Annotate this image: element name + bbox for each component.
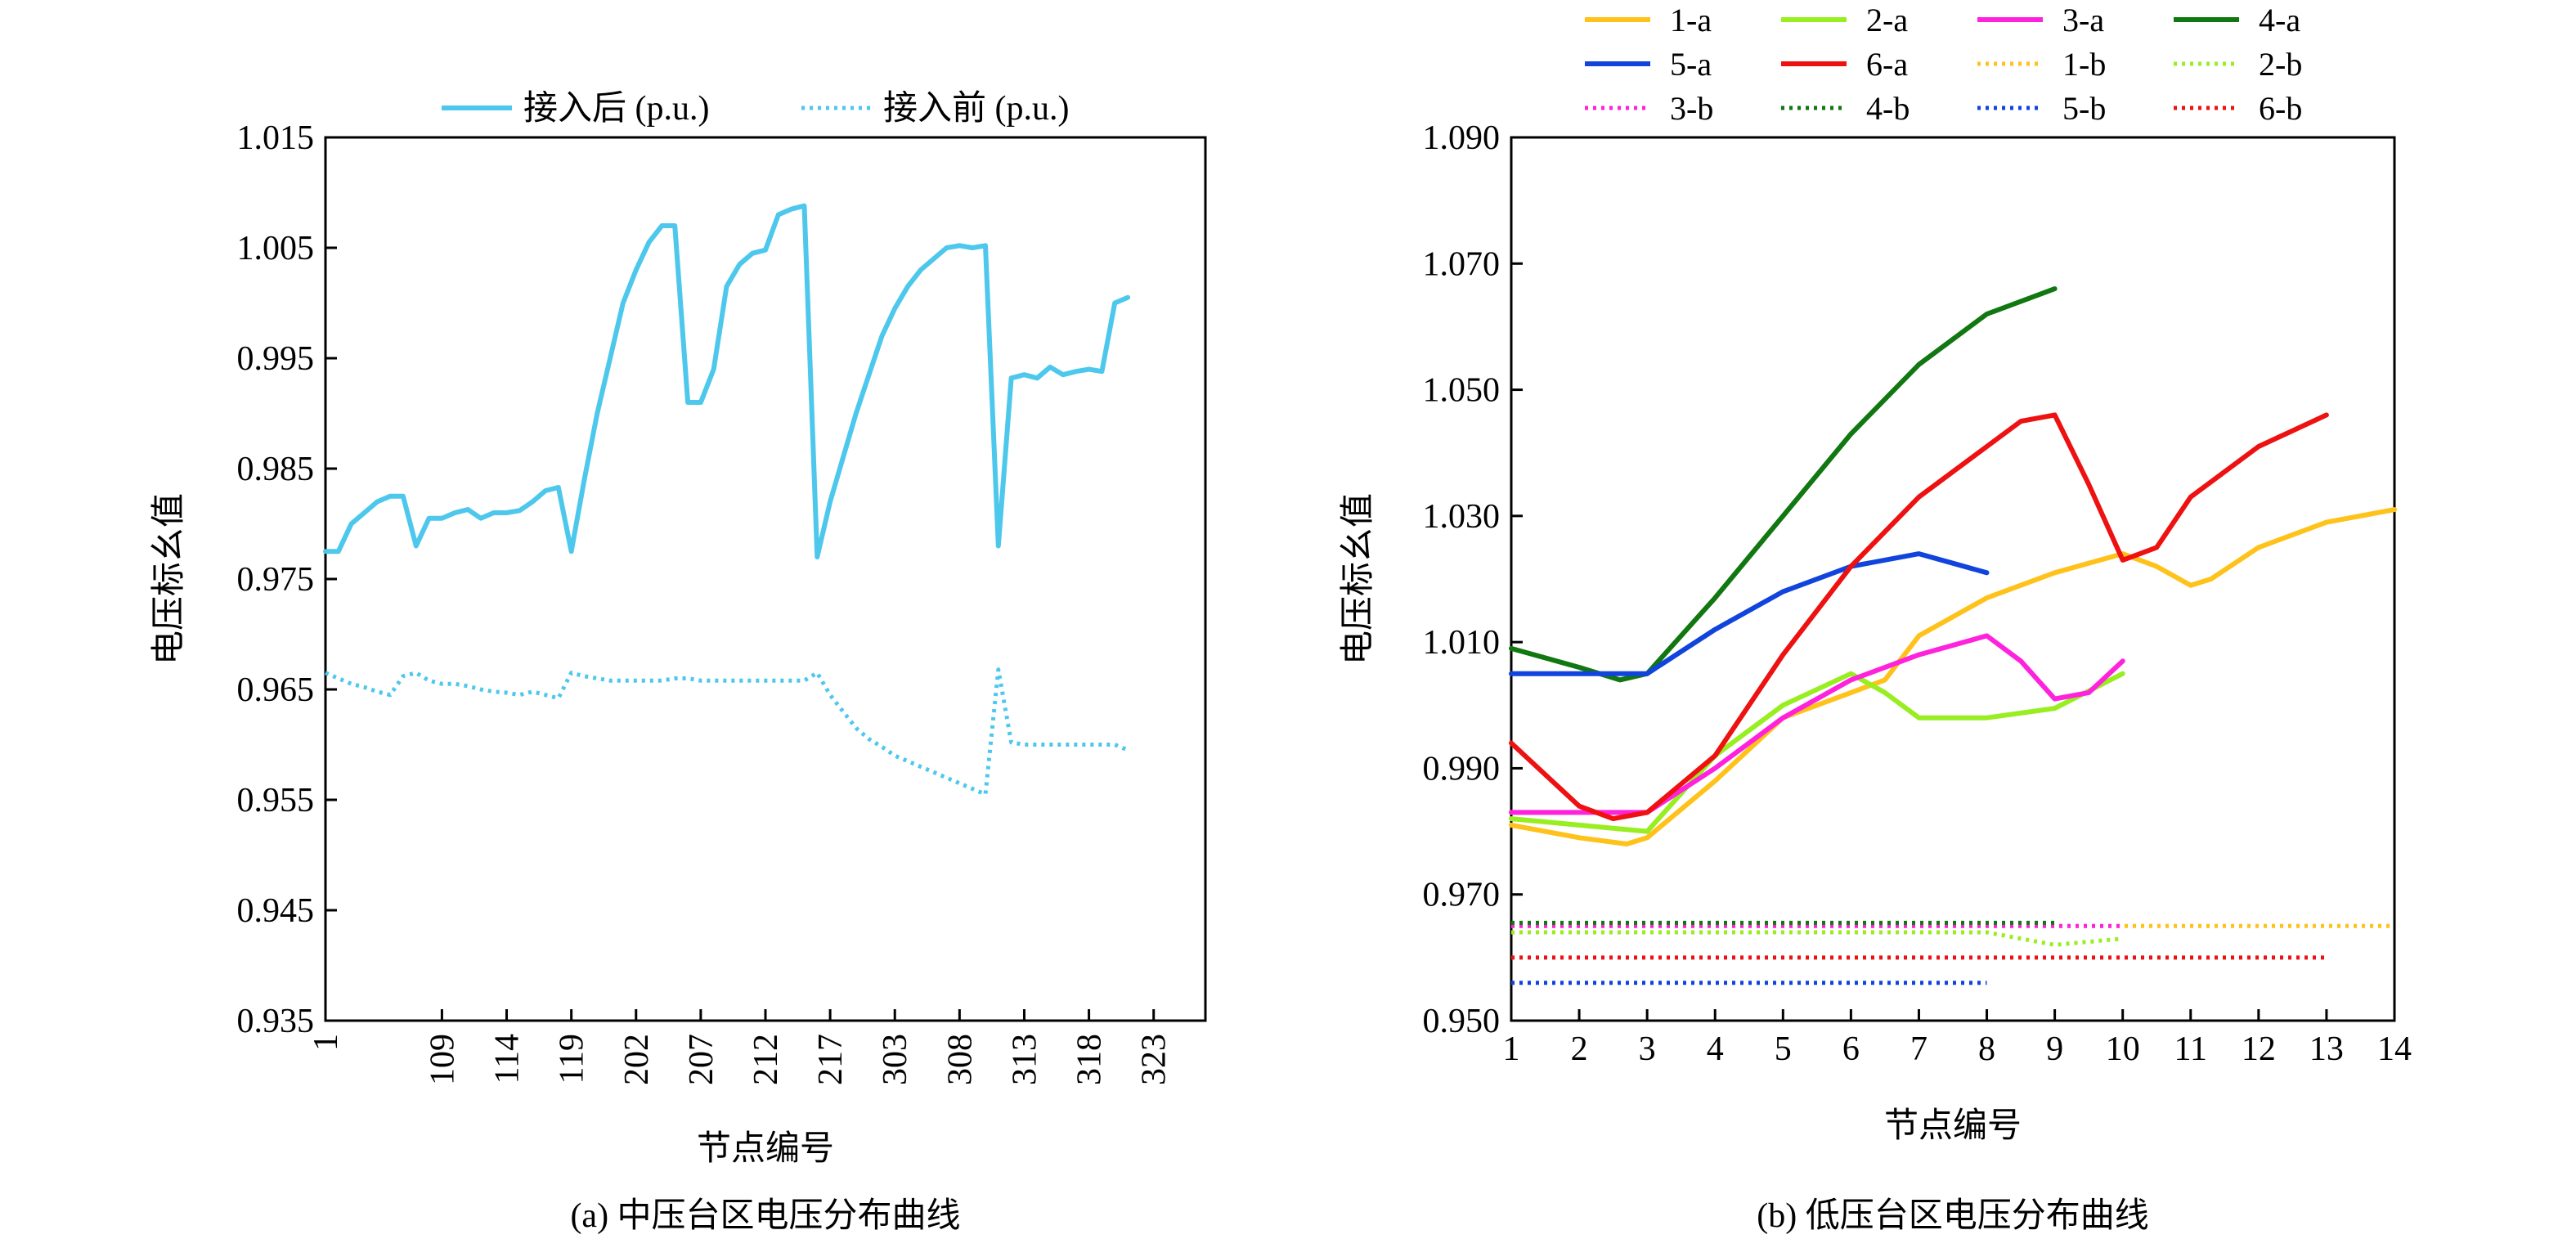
chart-a-x-tick-label: 303 xyxy=(877,1034,914,1085)
chart-b-y-axis-label: 电压标幺值 xyxy=(1337,493,1377,665)
chart-b-x-axis: 1 2 3 4 5 6 7 8 9 10 11 12 13 14 xyxy=(1503,1009,2412,1068)
chart-a-x-tick-label: 1 xyxy=(307,1034,345,1051)
chart-b: 0.950 0.970 0.990 1.010 1.030 1.050 1.070 1.090… xyxy=(1337,2,2412,1235)
chart-a-y-tick-label: 0.985 xyxy=(237,451,315,488)
chart-b-legend-label: 5-b xyxy=(2062,90,2106,127)
chart-a-x-tick-label: 202 xyxy=(618,1034,656,1085)
chart-a-x-tick-label: 114 xyxy=(489,1034,527,1084)
chart-a-y-tick-label: 0.965 xyxy=(237,671,315,709)
chart-a-x-tick-label: 207 xyxy=(683,1034,720,1085)
chart-b-caption: (b) 低压台区电压分布曲线 xyxy=(1757,1197,2148,1235)
chart-b-x-tick-label: 12 xyxy=(2242,1030,2276,1068)
chart-b-x-tick-label: 11 xyxy=(2174,1030,2207,1068)
chart-a-legend-label: 接入后 (p.u.) xyxy=(523,90,709,128)
chart-a-plot-frame xyxy=(324,136,1207,1022)
chart-b-y-tick-label: 0.970 xyxy=(1423,877,1501,914)
chart-a-x-tick-label: 119 xyxy=(554,1034,591,1084)
chart-a-y-tick-label: 1.015 xyxy=(237,119,315,157)
chart-b-legend-label: 6-b xyxy=(2259,90,2302,127)
chart-b-x-tick-label: 6 xyxy=(1842,1030,1860,1068)
chart-b-y-tick-label: 1.010 xyxy=(1423,624,1501,662)
chart-a-series-before xyxy=(325,667,1129,797)
chart-b-y-tick-label: 0.950 xyxy=(1423,1003,1501,1040)
chart-a-x-tick-label: 109 xyxy=(424,1034,461,1085)
chart-b-series-5-a xyxy=(1509,551,1990,676)
chart-b-legend-label: 3-a xyxy=(2062,2,2104,38)
chart-b-series-6-a xyxy=(1509,412,2329,822)
chart-b-x-tick-label: 1 xyxy=(1503,1030,1520,1068)
chart-b-series-2-b xyxy=(1511,930,2123,947)
chart-b-x-tick-label: 14 xyxy=(2377,1030,2412,1068)
chart-b-x-tick-label: 3 xyxy=(1639,1030,1656,1068)
chart-a-y-tick-label: 0.975 xyxy=(237,561,315,599)
chart-a-x-tick-label: 212 xyxy=(747,1034,785,1085)
chart-b-series-4-a xyxy=(1509,286,2058,683)
chart-a-x-axis: 1 109 114 119 202 207 212 217 303 308 313 318 323 xyxy=(307,1009,1174,1085)
chart-b-legend-label: 1-a xyxy=(1670,2,1712,38)
chart-a-x-tick-label: 318 xyxy=(1071,1034,1109,1085)
chart-a-series-layer xyxy=(323,203,1131,797)
chart-b-series-2-a xyxy=(1509,671,2125,834)
chart-b-plot-frame xyxy=(1510,136,2396,1022)
chart-b-series-1-a xyxy=(1509,507,2397,846)
chart-b-legend-label: 4-a xyxy=(2259,2,2300,38)
chart-a-x-tick-label: 323 xyxy=(1136,1034,1174,1085)
chart-b-y-tick-label: 1.050 xyxy=(1423,372,1501,410)
chart-b-y-tick-label: 1.070 xyxy=(1423,245,1501,283)
chart-a-y-axis-label: 电压标幺值 xyxy=(148,493,188,665)
chart-b-series-3-a xyxy=(1509,633,2125,815)
chart-a-legend-label: 接入前 (p.u.) xyxy=(883,90,1069,128)
chart-b-x-tick-label: 5 xyxy=(1775,1030,1792,1068)
chart-b-legend-label: 5-a xyxy=(1670,46,1712,83)
chart-b-x-tick-label: 7 xyxy=(1910,1030,1928,1068)
chart-a-y-tick-label: 1.005 xyxy=(237,230,315,267)
chart-b-x-tick-label: 13 xyxy=(2309,1030,2344,1068)
chart-b-legend-label: 3-b xyxy=(1670,90,1713,127)
chart-b-series-layer xyxy=(1509,286,2397,985)
chart-b-y-tick-label: 0.990 xyxy=(1423,750,1501,788)
chart-a-legend: 接入后 (p.u.) 接入前 (p.u.) xyxy=(442,90,1069,128)
chart-a-x-tick-label: 308 xyxy=(941,1034,979,1085)
chart-b-y-tick-label: 1.090 xyxy=(1423,119,1501,157)
chart-a-series-after xyxy=(323,203,1131,559)
chart-b-legend: 1-a 2-a 3-a 4-a 5-a 6-a 1-b 2-b 3-b 4-b 5-b 6-b xyxy=(1585,2,2302,127)
chart-b-x-tick-label: 10 xyxy=(2106,1030,2140,1068)
chart-b-legend-label: 1-b xyxy=(2062,46,2106,83)
chart-b-legend-label: 6-a xyxy=(1866,46,1908,83)
chart-a-y-tick-label: 0.935 xyxy=(237,1003,315,1040)
chart-a-x-tick-label: 217 xyxy=(812,1034,850,1085)
chart-a: 0.935 0.945 0.955 0.965 0.975 0.985 0.995 1.005… xyxy=(148,90,1207,1235)
chart-a-y-axis: 0.935 0.945 0.955 0.965 0.975 0.985 0.995 1.005… xyxy=(237,119,337,1040)
chart-b-x-tick-label: 4 xyxy=(1707,1030,1724,1068)
chart-b-x-tick-label: 9 xyxy=(2046,1030,2063,1068)
chart-a-x-axis-label: 节点编号 xyxy=(697,1128,834,1168)
chart-b-x-axis-label: 节点编号 xyxy=(1884,1105,2022,1145)
chart-b-legend-label: 2-a xyxy=(1866,2,1908,38)
chart-b-x-tick-label: 2 xyxy=(1571,1030,1588,1068)
chart-a-y-tick-label: 0.995 xyxy=(237,340,315,378)
chart-b-x-tick-label: 8 xyxy=(1978,1030,1995,1068)
chart-a-y-tick-label: 0.945 xyxy=(237,892,315,930)
chart-b-y-axis: 0.950 0.970 0.990 1.010 1.030 1.050 1.070 1.090 xyxy=(1423,119,1523,1040)
chart-a-x-tick-label: 313 xyxy=(1006,1034,1043,1085)
chart-a-y-tick-label: 0.955 xyxy=(237,782,315,819)
chart-b-legend-label: 4-b xyxy=(1866,90,1910,127)
chart-b-legend-label: 2-b xyxy=(2259,46,2302,83)
chart-a-caption: (a) 中压台区电压分布曲线 xyxy=(570,1197,960,1235)
chart-b-y-tick-label: 1.030 xyxy=(1423,498,1501,536)
